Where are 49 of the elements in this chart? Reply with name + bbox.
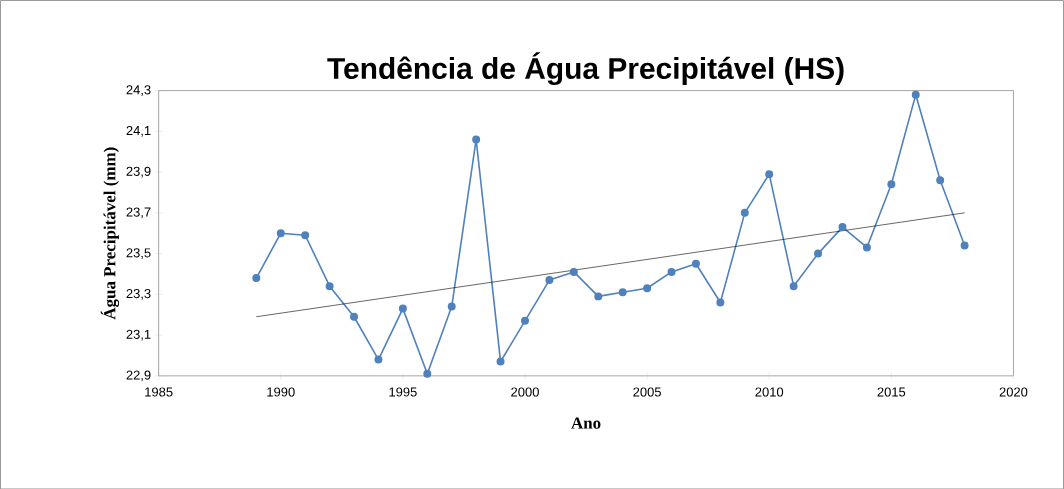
- point: [545, 275, 554, 284]
- y-tick-label: 23,3: [126, 288, 151, 300]
- point: [447, 302, 456, 311]
- point: [960, 241, 969, 250]
- point: [301, 231, 310, 240]
- x-tick-label: 2000: [511, 387, 539, 397]
- point: [423, 369, 432, 378]
- chart-title: Tendência de Água Precipitável (HS): [327, 52, 844, 85]
- y-tick-label: 24,1: [126, 125, 151, 137]
- y-tick-label: 23,5: [126, 248, 151, 259]
- point: [252, 273, 261, 282]
- point: [618, 288, 627, 297]
- point: [350, 312, 359, 321]
- point: [521, 316, 529, 325]
- point: [374, 355, 383, 364]
- y-tick-label: 24,3: [126, 85, 151, 96]
- x-tick-label: 2020: [999, 387, 1028, 397]
- point: [398, 304, 407, 313]
- point: [740, 208, 749, 217]
- x-tick-label: 2010: [755, 387, 784, 397]
- point: [716, 298, 725, 307]
- x-tick-label: 2015: [877, 387, 906, 397]
- point: [496, 357, 505, 366]
- y-tick-label: 23,9: [126, 166, 151, 178]
- y-tick-label: 23,1: [126, 329, 151, 341]
- y-tick-label: 22,9: [126, 370, 151, 381]
- y-tick-label: 23,7: [126, 207, 151, 218]
- point: [911, 90, 920, 99]
- point: [667, 267, 676, 276]
- point: [472, 135, 481, 144]
- x-tick-label: 1990: [267, 387, 295, 397]
- y-axis-title: Água Precipitável (mm): [100, 147, 120, 320]
- point: [936, 176, 945, 185]
- point: [838, 222, 847, 231]
- point: [643, 284, 652, 293]
- point: [765, 169, 774, 178]
- point: [862, 243, 871, 252]
- x-tick-label: 1995: [389, 387, 417, 397]
- point: [691, 259, 700, 268]
- point: [569, 267, 578, 276]
- point: [814, 249, 823, 258]
- x-axis-title: Ano: [571, 417, 601, 429]
- point: [789, 281, 798, 290]
- point: [325, 281, 334, 290]
- point: [594, 292, 603, 301]
- x-tick-label: 2005: [633, 387, 661, 397]
- x-tick-label: 1985: [145, 387, 173, 397]
- point: [887, 180, 896, 189]
- point: [276, 229, 285, 237]
